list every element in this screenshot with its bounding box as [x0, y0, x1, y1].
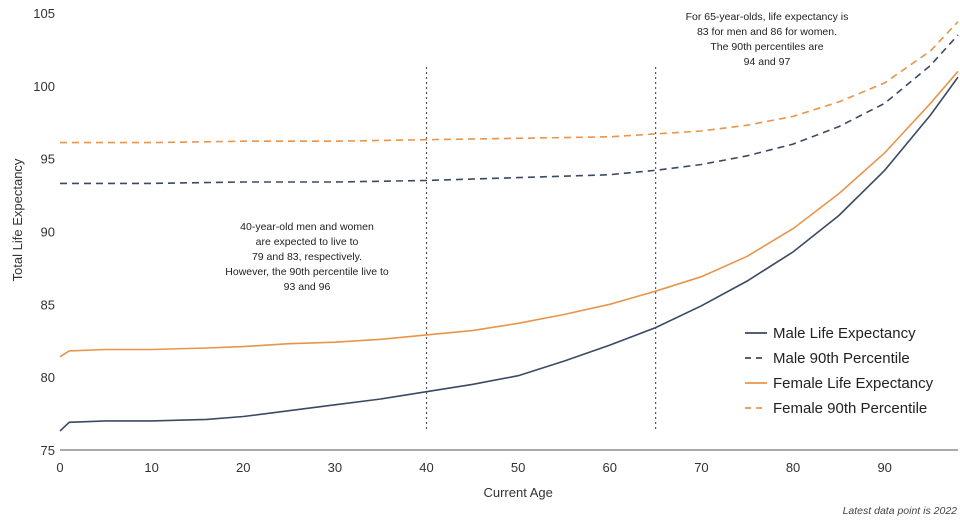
y-tick-label: 105	[33, 6, 55, 21]
legend-label: Female 90th Percentile	[773, 400, 927, 417]
age-markers	[425, 67, 657, 430]
y-tick-label: 80	[41, 370, 55, 385]
series-line	[59, 76, 959, 432]
y-tick-label: 100	[33, 79, 55, 94]
annotation-line: are expected to live to	[256, 236, 359, 248]
annotation-age-65: For 65-year-olds, life expectancy is 83 f…	[686, 11, 849, 68]
y-tick-label: 90	[41, 225, 55, 240]
y-tick-label: 85	[41, 297, 55, 312]
y-axis-label: Total Life Expectancy	[10, 158, 25, 281]
annotation-line: The 90th percentiles are	[710, 41, 823, 53]
y-axis-ticks: 75 80 85 90 95 100 105	[33, 6, 55, 458]
y-tick-label: 95	[41, 152, 55, 167]
footnote: Latest data point is 2022	[843, 505, 958, 517]
annotation-line: For 65-year-olds, life expectancy is	[686, 11, 849, 23]
series-lines	[59, 21, 959, 432]
annotation-line: 40-year-old men and women	[240, 221, 374, 233]
legend: Male Life Expectancy Male 90th Percentile…	[745, 325, 934, 417]
x-axis-label: Current Age	[483, 485, 552, 500]
x-axis-ticks: 0 10 20 30 40 50 60 70 80 90	[56, 460, 892, 475]
x-tick-label: 50	[511, 460, 525, 475]
annotation-line: 93 and 96	[284, 281, 331, 293]
y-tick-label: 75	[41, 443, 55, 458]
series-line	[60, 21, 959, 144]
x-tick-label: 30	[328, 460, 342, 475]
annotation-line: 79 and 83, respectively.	[252, 251, 362, 263]
x-tick-label: 10	[144, 460, 158, 475]
x-tick-label: 70	[694, 460, 708, 475]
legend-label: Male Life Expectancy	[773, 325, 916, 342]
x-tick-label: 40	[419, 460, 433, 475]
series-line	[60, 34, 959, 185]
x-tick-label: 80	[786, 460, 800, 475]
annotation-line: 94 and 97	[744, 56, 791, 68]
x-tick-label: 60	[603, 460, 617, 475]
x-tick-label: 20	[236, 460, 250, 475]
annotation-line: However, the 90th percentile live to	[225, 266, 389, 278]
legend-label: Male 90th Percentile	[773, 350, 910, 367]
x-tick-label: 0	[56, 460, 63, 475]
legend-label: Female Life Expectancy	[773, 375, 934, 392]
annotation-line: 83 for men and 86 for women.	[697, 26, 837, 38]
x-tick-label: 90	[877, 460, 891, 475]
series-line	[59, 70, 959, 358]
annotation-age-40: 40-year-old men and women are expected to…	[225, 221, 389, 293]
